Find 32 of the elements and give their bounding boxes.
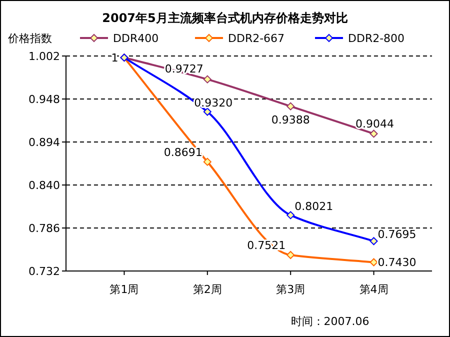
chart-title: 2007年5月主流频率台式机内存价格走势对比 [102, 11, 348, 25]
y-axis-title: 价格指数 [7, 32, 52, 45]
point [203, 158, 212, 166]
legend-label: DDR2-667 [228, 32, 285, 45]
y-tick-label: 0.840 [28, 179, 60, 192]
data-label: 0.8021 [294, 200, 334, 214]
y-tick-label: 1.002 [28, 50, 60, 63]
legend-label: DDR2-800 [348, 32, 405, 45]
data-label: 0.9727 [164, 62, 204, 76]
data-label: 1 [111, 52, 118, 65]
point [203, 75, 212, 84]
y-tick-label: 0.786 [28, 222, 60, 235]
y-tick-label: 0.894 [28, 136, 60, 149]
point [370, 237, 378, 246]
point [286, 211, 295, 220]
x-tick-label: 第3周 [276, 283, 306, 296]
y-tick-label: 0.732 [28, 265, 60, 278]
x-tick-label: 第1周 [110, 283, 139, 296]
y-tick-label: 0.948 [28, 93, 60, 106]
x-tick-label: 第2周 [192, 283, 222, 296]
data-label: 0.9388 [271, 113, 310, 126]
point [370, 258, 378, 266]
data-label: 0.7430 [378, 256, 416, 270]
data-label: 0.7695 [378, 228, 416, 242]
point [370, 130, 378, 138]
text: 时间：2007.06 [290, 315, 370, 328]
data-label: 0.9044 [356, 118, 394, 131]
point [286, 250, 295, 259]
x-tick-label: 第4周 [359, 283, 388, 296]
point [286, 102, 295, 110]
legend-label: DDR400 [113, 32, 159, 45]
point [203, 108, 212, 116]
